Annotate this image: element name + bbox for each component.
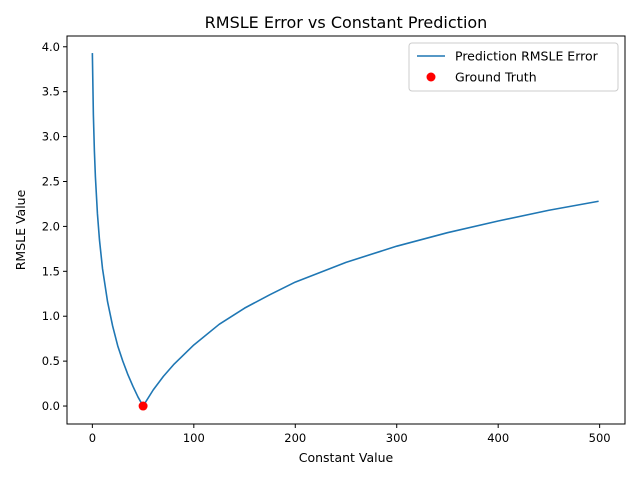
x-tick-label: 0 xyxy=(89,431,96,445)
y-tick-label: 0.5 xyxy=(42,354,60,368)
x-tick-label: 400 xyxy=(487,431,509,445)
y-tick-label: 1.0 xyxy=(42,309,60,323)
x-tick-label: 100 xyxy=(183,431,205,445)
y-tick-label: 3.5 xyxy=(42,85,60,99)
y-tick-label: 4.0 xyxy=(42,40,60,54)
legend: Prediction RMSLE Error Ground Truth xyxy=(408,42,619,92)
legend-label-prediction: Prediction RMSLE Error xyxy=(455,49,599,64)
x-axis-label: Constant Value xyxy=(299,450,394,465)
y-tick-label: 1.5 xyxy=(42,264,60,278)
plot-frame xyxy=(66,35,626,425)
legend-box xyxy=(408,42,619,92)
y-tick-label: 0.0 xyxy=(42,399,60,413)
y-tick-label: 2.0 xyxy=(42,219,60,233)
y-tick-label: 2.5 xyxy=(42,175,60,189)
chart-title: RMSLE Error vs Constant Prediction xyxy=(205,13,488,32)
series-layer xyxy=(91,53,599,411)
x-tick-label: 200 xyxy=(284,431,306,445)
x-tick-label: 300 xyxy=(386,431,408,445)
legend-dot-swatch xyxy=(426,72,436,82)
x-tick-label: 500 xyxy=(589,431,611,445)
legend-label-ground-truth: Ground Truth xyxy=(455,70,537,85)
ground-truth-point xyxy=(138,401,148,411)
y-axis-label: RMSLE Value xyxy=(13,189,28,270)
y-tick-label: 3.0 xyxy=(42,130,60,144)
x-ticks: 0 100 200 300 400 500 xyxy=(89,424,611,445)
y-ticks: 0.0 0.5 1.0 1.5 2.0 2.5 3.0 3.5 4.0 xyxy=(42,40,67,413)
